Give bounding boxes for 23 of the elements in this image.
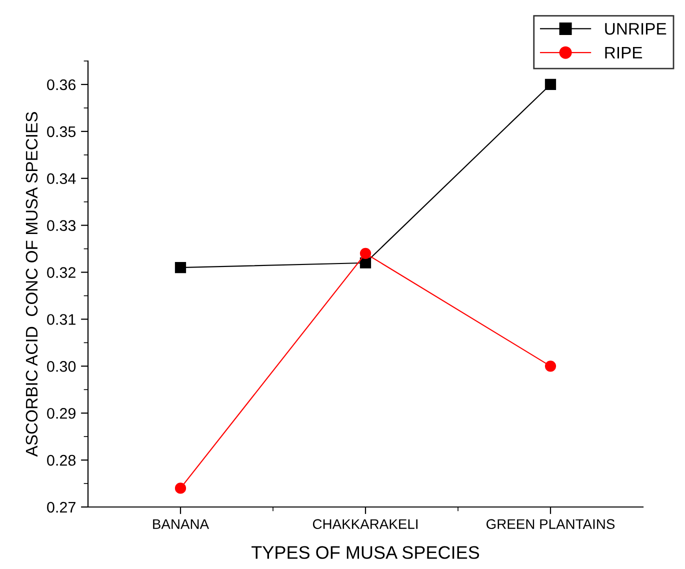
y-axis-title: ASCORBIC ACID CONC OF MUSA SPECIES (26, 112, 38, 457)
y-tick-label: 0.30 (47, 361, 76, 372)
x-tick-label: CHAKKARAKELI (312, 519, 418, 530)
y-tick-label: 0.34 (47, 173, 76, 184)
x-tick-label: BANANA (153, 519, 210, 529)
y-tick-label: 0.29 (47, 408, 76, 419)
legend-label: UNRIPE (605, 23, 666, 35)
y-tick-label: 0.32 (47, 267, 76, 278)
point (360, 248, 372, 260)
y-tick-label: 0.33 (47, 220, 76, 231)
y-tick-label: 0.28 (47, 454, 76, 466)
point (544, 360, 556, 372)
point (360, 257, 372, 268)
point (174, 262, 186, 274)
point (174, 482, 186, 494)
y-tick-label: 0.35 (47, 126, 76, 138)
legend-label: RIPE (605, 46, 642, 58)
y-tick-label: 0.31 (47, 314, 76, 325)
y-tick-label: 0.27 (47, 502, 76, 513)
point (544, 78, 556, 90)
x-tick-label: GREEN PLANTAINS (486, 519, 615, 530)
x-axis-title: TYPES OF MUSA SPECIES (252, 546, 480, 559)
y-tick-label: 0.36 (47, 79, 76, 90)
